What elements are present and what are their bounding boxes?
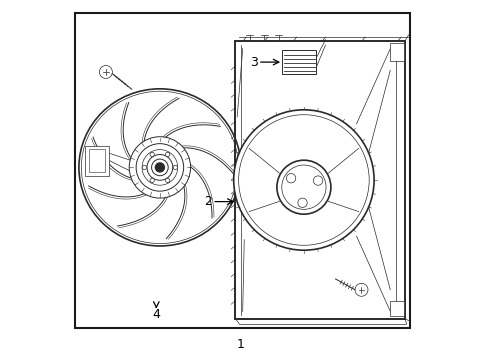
Circle shape [155,163,164,172]
Text: 3: 3 [250,55,258,69]
Bar [389,301,403,316]
Circle shape [150,178,154,183]
Text: 1: 1 [237,338,244,351]
Bar [389,43,403,61]
Bar [89,149,104,172]
Bar [75,13,409,328]
Circle shape [313,176,322,185]
Circle shape [142,150,177,185]
Circle shape [173,165,177,170]
Circle shape [147,154,172,180]
Circle shape [297,198,306,207]
Circle shape [150,152,154,157]
Circle shape [99,66,112,78]
Bar [235,41,404,319]
Circle shape [233,110,373,250]
Circle shape [286,174,295,183]
Circle shape [354,283,367,296]
Ellipse shape [79,89,241,246]
Text: 2: 2 [204,195,212,208]
Bar [282,50,316,74]
Circle shape [151,159,168,176]
Circle shape [129,137,190,198]
Circle shape [276,160,330,214]
Text: 4: 4 [152,309,160,321]
Circle shape [165,178,169,183]
Bar [85,146,108,176]
Circle shape [136,144,183,191]
Circle shape [165,152,169,157]
Circle shape [142,165,146,170]
